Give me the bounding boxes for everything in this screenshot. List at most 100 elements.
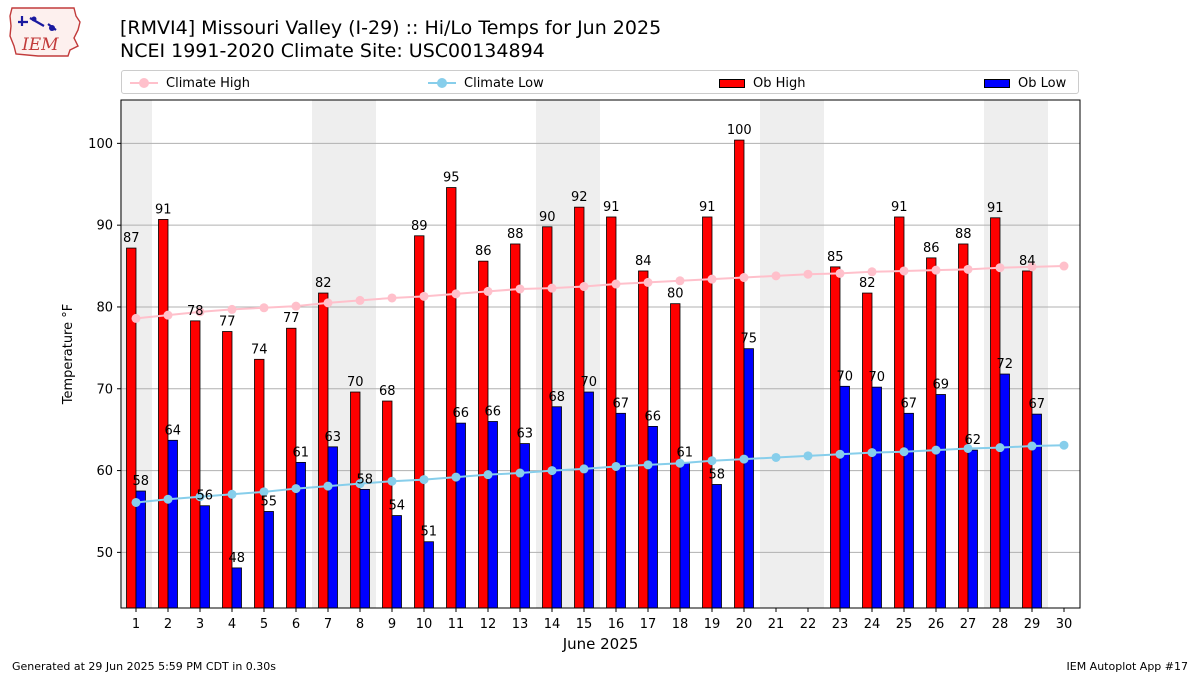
climate-high-point-27 — [963, 264, 973, 274]
legend-ob-high-swatch — [719, 78, 745, 88]
bar-ob-high-5 — [254, 358, 265, 609]
label-ob-high-28: 91 — [987, 201, 1004, 216]
bar-ob-high-6 — [286, 327, 297, 609]
climate-low-point-8 — [355, 479, 365, 489]
bar-ob-high-2 — [158, 219, 169, 609]
label-ob-high-8: 70 — [347, 375, 364, 390]
ytick-label-60: 60 — [96, 464, 113, 479]
legend-ob-low-swatch — [984, 78, 1010, 88]
legend-climate-low: Climate Low — [428, 73, 544, 93]
label-ob-low-3: 56 — [196, 489, 213, 504]
climate-low-point-22 — [803, 451, 813, 461]
climate-high-point-12 — [483, 286, 493, 296]
climate-low-point-26 — [931, 445, 941, 455]
climate-high-point-18 — [675, 276, 685, 286]
climate-high-point-25 — [899, 266, 909, 276]
climate-low-point-12 — [483, 470, 493, 480]
label-ob-high-23: 85 — [827, 250, 844, 265]
xtick-label-26: 26 — [928, 617, 945, 632]
label-ob-high-19: 91 — [699, 200, 716, 215]
bar-ob-high-27 — [958, 243, 969, 609]
bar-ob-low-20 — [743, 348, 754, 609]
bar-ob-high-23 — [830, 266, 841, 609]
bar-ob-low-18 — [679, 461, 690, 609]
label-ob-low-24: 70 — [868, 370, 885, 385]
xtick-label-1: 1 — [132, 617, 140, 632]
climate-high-point-3 — [195, 307, 205, 317]
x-axis-label: June 2025 — [562, 635, 639, 653]
climate-low-point-11 — [451, 472, 461, 482]
label-ob-high-29: 84 — [1019, 254, 1036, 269]
climate-low-point-18 — [675, 458, 685, 468]
label-ob-high-24: 82 — [859, 276, 876, 291]
climate-low-point-17 — [643, 460, 653, 470]
climate-high-point-30 — [1059, 261, 1069, 271]
footer-generated-text: Generated at 29 Jun 2025 5:59 PM CDT in … — [12, 660, 277, 673]
iem-logo: IEM — [9, 7, 81, 57]
bar-ob-low-13 — [519, 443, 530, 609]
label-ob-low-15: 70 — [580, 375, 597, 390]
bar-ob-low-14 — [551, 406, 562, 609]
climate-low-point-13 — [515, 468, 525, 478]
svg-text:IEM: IEM — [21, 35, 59, 55]
climate-low-point-30 — [1059, 440, 1069, 450]
label-ob-low-8: 58 — [356, 472, 373, 487]
legend-ob-low: Ob Low — [984, 73, 1066, 93]
xtick-label-19: 19 — [704, 617, 721, 632]
label-ob-high-20: 100 — [727, 123, 752, 138]
bar-ob-low-16 — [615, 412, 626, 609]
climate-low-point-4 — [227, 489, 237, 499]
bar-ob-high-20 — [734, 139, 745, 609]
climate-low-point-23 — [835, 449, 845, 459]
legend-climate-high-swatch — [130, 77, 158, 89]
xtick-label-25: 25 — [896, 617, 913, 632]
bar-ob-high-7 — [318, 292, 329, 609]
climate-low-point-2 — [163, 494, 173, 504]
climate-high-point-4 — [227, 304, 237, 314]
label-ob-high-11: 95 — [443, 171, 460, 186]
climate-low-point-19 — [707, 456, 717, 466]
label-ob-low-13: 63 — [516, 427, 533, 442]
legend-climate-high: Climate High — [130, 73, 250, 93]
bar-ob-high-25 — [894, 216, 905, 609]
bar-ob-high-26 — [926, 257, 937, 609]
legend-ob-high: Ob High — [719, 73, 806, 93]
label-ob-high-1: 87 — [123, 231, 140, 246]
climate-high-point-24 — [867, 267, 877, 277]
xtick-label-9: 9 — [388, 617, 396, 632]
label-ob-high-4: 77 — [219, 315, 236, 330]
ytick-label-70: 70 — [96, 382, 113, 397]
xtick-label-23: 23 — [832, 617, 849, 632]
bar-ob-high-16 — [606, 216, 617, 609]
label-ob-low-4: 48 — [228, 551, 245, 566]
bar-ob-high-17 — [638, 270, 649, 609]
climate-high-point-20 — [739, 273, 749, 283]
climate-low-point-25 — [899, 447, 909, 457]
label-ob-low-1: 58 — [132, 474, 149, 489]
label-ob-low-27: 62 — [964, 433, 981, 448]
bar-ob-low-4 — [231, 567, 242, 609]
footer-app-text: IEM Autoplot App #17 — [1066, 660, 1189, 673]
climate-high-point-21 — [771, 271, 781, 281]
climate-low-point-28 — [995, 443, 1005, 453]
label-ob-high-5: 74 — [251, 342, 268, 357]
climate-high-point-9 — [387, 293, 397, 303]
legend-climate-low-swatch — [428, 77, 456, 89]
xtick-label-18: 18 — [672, 617, 689, 632]
climate-high-point-22 — [803, 269, 813, 279]
chart-legend: Climate High Climate Low Ob High Ob Low — [121, 70, 1079, 94]
bar-ob-low-11 — [455, 422, 466, 609]
bar-ob-low-25 — [903, 412, 914, 609]
climate-high-point-13 — [515, 284, 525, 294]
climate-high-point-1 — [131, 313, 141, 323]
ytick-label-80: 80 — [96, 300, 113, 315]
xtick-label-4: 4 — [228, 617, 236, 632]
label-ob-high-2: 91 — [155, 202, 172, 217]
climate-high-point-26 — [931, 265, 941, 275]
climate-low-point-24 — [867, 448, 877, 458]
ytick-label-90: 90 — [96, 219, 113, 234]
label-ob-low-14: 68 — [548, 390, 565, 405]
climate-low-point-21 — [771, 452, 781, 462]
climate-low-point-16 — [611, 461, 621, 471]
xtick-label-6: 6 — [292, 617, 300, 632]
